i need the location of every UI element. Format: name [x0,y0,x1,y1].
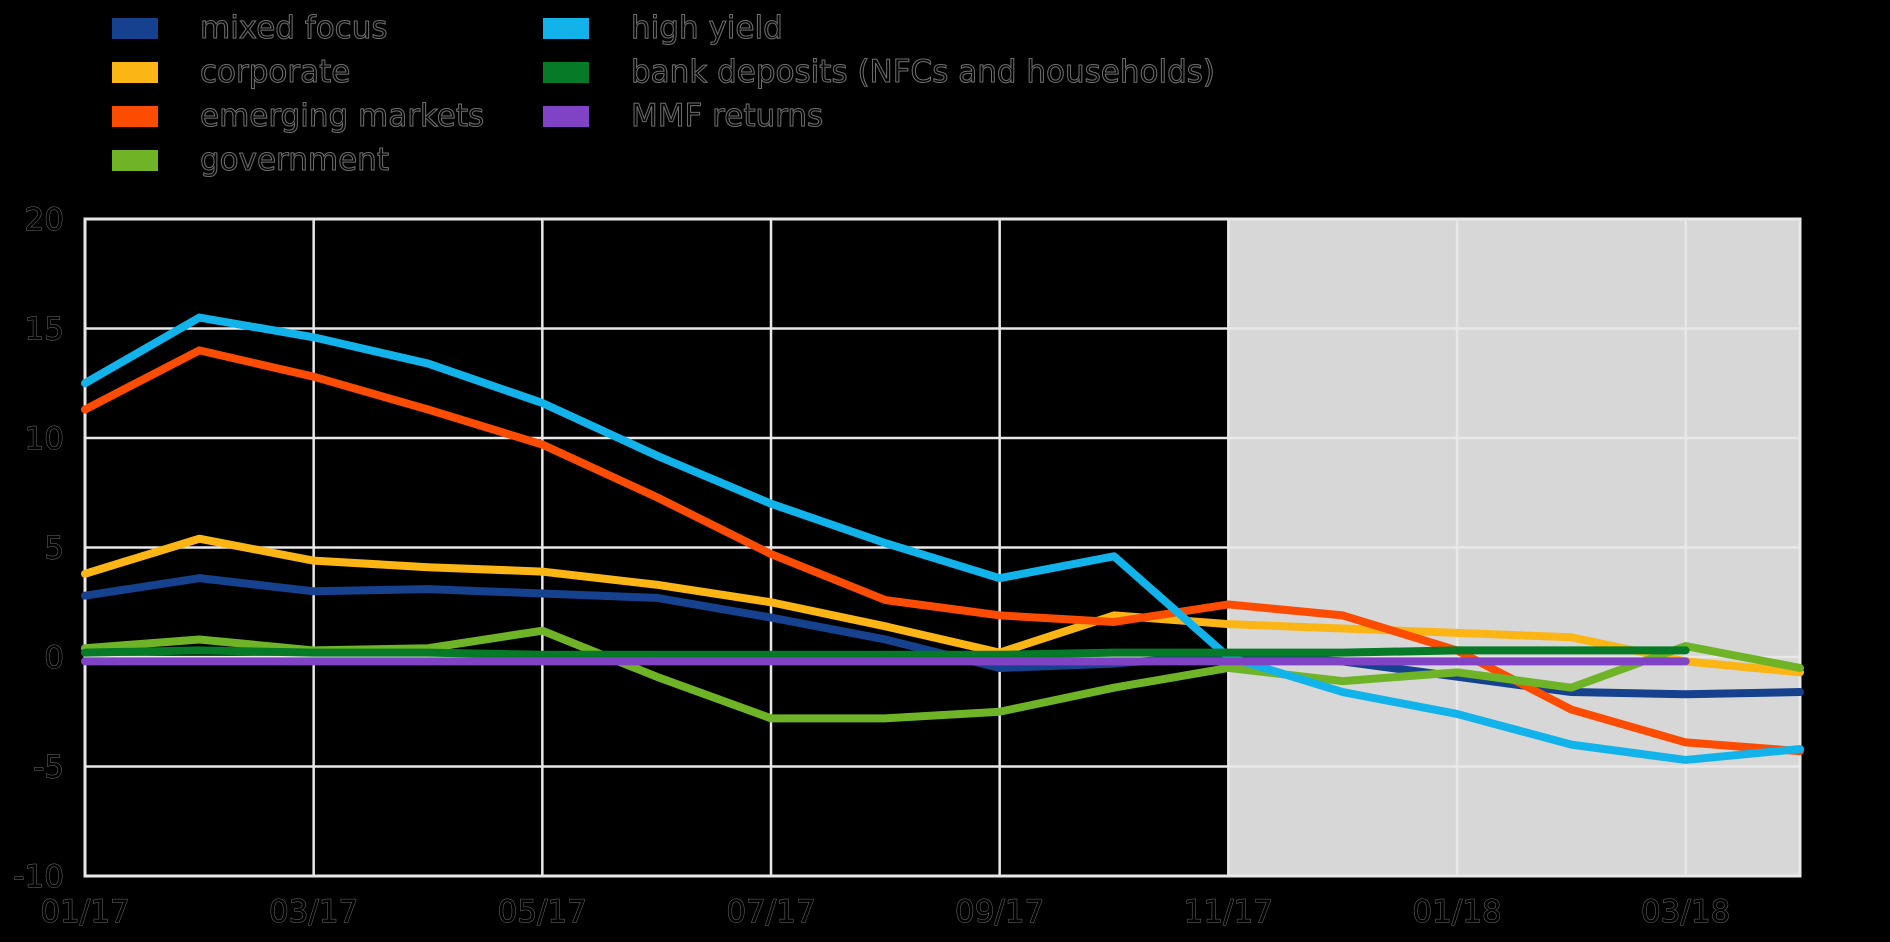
legend-swatch [112,17,158,39]
legend-item: high yield [543,6,1215,50]
legend-label: emerging markets [199,98,485,135]
legend-label: bank deposits (NFCs and households) [630,54,1216,91]
y-tick-label: 15 [25,312,64,348]
x-tick-label: 01/18 [1412,894,1501,930]
legend-item: bank deposits (NFCs and households) [543,50,1216,94]
x-tick-label: 09/17 [955,894,1044,930]
series-line-high-yield [81,313,1804,764]
y-tick-label: 0 [44,640,64,676]
legend-swatch [543,61,589,83]
legend-item: emerging markets [112,94,485,138]
legend-swatch [112,149,158,171]
series-line-bank-deposits-nfcs-and-households- [81,646,1690,659]
y-tick-label: -5 [33,750,64,786]
legend-label: government [200,142,390,179]
legend-label: mixed focus [200,10,389,47]
y-tick-label: 20 [25,202,64,238]
x-tick-label: 01/17 [40,894,129,930]
legend-label: high yield [631,10,784,47]
legend-column-1: mixed focus corporate emerging markets gove… [112,6,485,182]
plot-border [83,217,1802,878]
legend-swatch [112,105,158,127]
legend-item: corporate [112,50,484,94]
x-tick-label: 03/18 [1641,894,1730,930]
legend-label: MMF returns [630,98,824,135]
legend-swatch [543,105,589,127]
x-tick-label: 11/17 [1184,894,1273,930]
y-tick-label: -10 [13,859,64,895]
legend-item: mixed focus [112,6,484,50]
legend-swatch [112,61,158,83]
y-tick-label: 5 [44,531,64,567]
legend-column-2: high yield bank deposits (NFCs and househ… [543,6,1216,138]
legend-item: government [112,138,484,182]
x-tick-label: 03/17 [269,894,358,930]
legend-swatch [543,17,589,39]
x-tick-label: 05/17 [498,894,587,930]
legend-item: MMF returns [543,94,1215,138]
x-tick-label: 07/17 [726,894,815,930]
y-tick-label: 10 [25,421,64,457]
series-line-corporate [81,534,1804,677]
legend-label: corporate [199,54,351,91]
